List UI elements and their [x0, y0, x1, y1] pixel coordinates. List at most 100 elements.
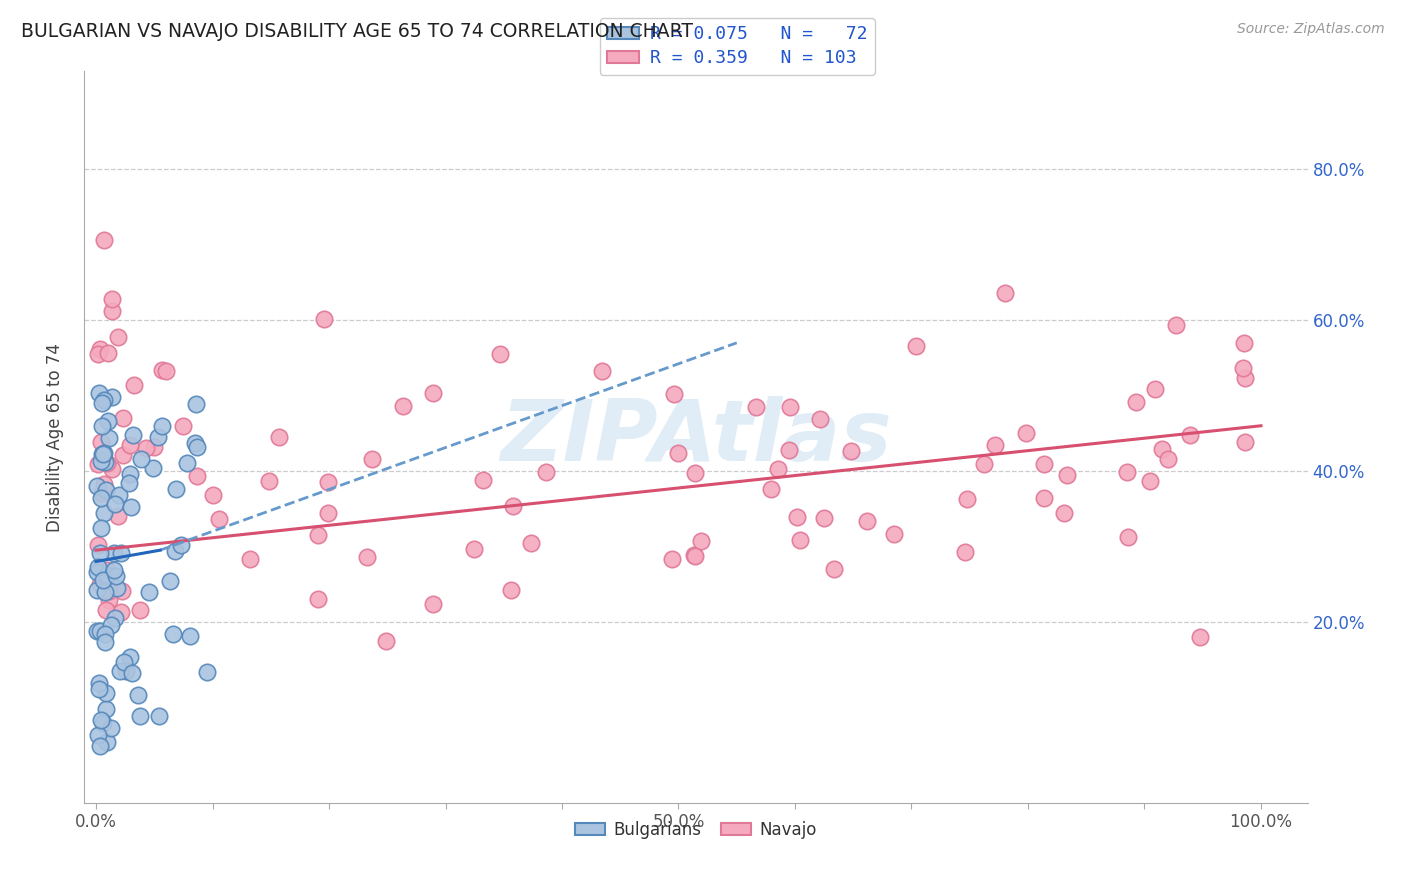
- Point: [89, 624, 111, 638]
- Point: [121, 665, 143, 680]
- Point: [186, 440, 208, 454]
- Point: [662, 386, 685, 401]
- Point: [91, 450, 114, 464]
- Point: [1233, 434, 1256, 449]
- Point: [839, 443, 862, 458]
- Point: [120, 500, 142, 514]
- Point: [499, 582, 522, 597]
- Point: [422, 597, 444, 611]
- Point: [94, 626, 117, 640]
- Point: [94, 585, 117, 599]
- Point: [89, 386, 111, 401]
- Point: [89, 546, 111, 560]
- Point: [89, 675, 111, 690]
- Point: [101, 292, 124, 306]
- Point: [690, 534, 713, 549]
- Point: [502, 499, 524, 513]
- Point: [1152, 442, 1174, 457]
- Point: [1056, 468, 1078, 483]
- Point: [87, 682, 110, 697]
- Point: [91, 395, 114, 409]
- Point: [87, 538, 110, 552]
- Point: [761, 483, 783, 497]
- Point: [118, 650, 141, 665]
- Point: [96, 686, 118, 700]
- Point: [89, 576, 111, 591]
- Point: [120, 437, 142, 451]
- Point: [471, 473, 494, 487]
- Point: [103, 546, 125, 560]
- Point: [953, 545, 976, 559]
- Point: [488, 346, 510, 360]
- Point: [778, 442, 800, 457]
- Point: [110, 606, 132, 620]
- Point: [683, 549, 706, 563]
- Point: [789, 533, 811, 547]
- Point: [1232, 361, 1254, 376]
- Point: [96, 567, 118, 582]
- Point: [91, 418, 114, 433]
- Point: [269, 430, 291, 444]
- Point: [1125, 395, 1147, 409]
- Point: [257, 474, 280, 488]
- Point: [307, 527, 329, 541]
- Point: [994, 285, 1017, 300]
- Point: [100, 618, 122, 632]
- Point: [142, 461, 165, 475]
- Point: [356, 550, 378, 565]
- Point: [374, 633, 396, 648]
- Point: [93, 233, 115, 247]
- Point: [87, 346, 110, 360]
- Point: [89, 342, 111, 356]
- Point: [314, 312, 336, 326]
- Point: [1234, 370, 1257, 384]
- Text: ZIPAtlas: ZIPAtlas: [501, 395, 891, 479]
- Point: [360, 451, 382, 466]
- Point: [1116, 530, 1139, 544]
- Point: [184, 436, 207, 450]
- Point: [1233, 336, 1256, 351]
- Point: [100, 461, 122, 475]
- Point: [984, 438, 1007, 452]
- Point: [105, 581, 128, 595]
- Legend: Bulgarians, Navajo: Bulgarians, Navajo: [568, 814, 824, 846]
- Point: [307, 591, 329, 606]
- Point: [107, 509, 129, 524]
- Point: [129, 603, 152, 617]
- Point: [87, 559, 110, 574]
- Text: BULGARIAN VS NAVAJO DISABILITY AGE 65 TO 74 CORRELATION CHART: BULGARIAN VS NAVAJO DISABILITY AGE 65 TO…: [21, 22, 693, 41]
- Point: [520, 536, 543, 550]
- Point: [1156, 452, 1178, 467]
- Point: [93, 447, 115, 461]
- Point: [1116, 465, 1139, 479]
- Point: [94, 483, 117, 498]
- Point: [823, 562, 845, 576]
- Point: [176, 456, 198, 470]
- Point: [813, 510, 835, 524]
- Point: [96, 735, 118, 749]
- Point: [93, 506, 115, 520]
- Point: [96, 563, 118, 577]
- Point: [1015, 425, 1038, 440]
- Point: [1178, 427, 1201, 442]
- Point: [316, 475, 339, 489]
- Point: [1188, 630, 1211, 644]
- Point: [956, 491, 979, 506]
- Point: [111, 448, 134, 462]
- Point: [86, 565, 108, 579]
- Point: [184, 397, 207, 411]
- Point: [165, 543, 187, 558]
- Point: [89, 491, 111, 506]
- Point: [91, 485, 114, 500]
- Point: [195, 665, 218, 679]
- Point: [170, 538, 193, 552]
- Point: [93, 477, 115, 491]
- Point: [91, 574, 114, 588]
- Point: [96, 456, 118, 470]
- Point: [766, 462, 789, 476]
- Point: [179, 629, 201, 643]
- Point: [118, 467, 141, 481]
- Point: [122, 428, 145, 442]
- Point: [666, 446, 689, 460]
- Point: [1033, 458, 1056, 472]
